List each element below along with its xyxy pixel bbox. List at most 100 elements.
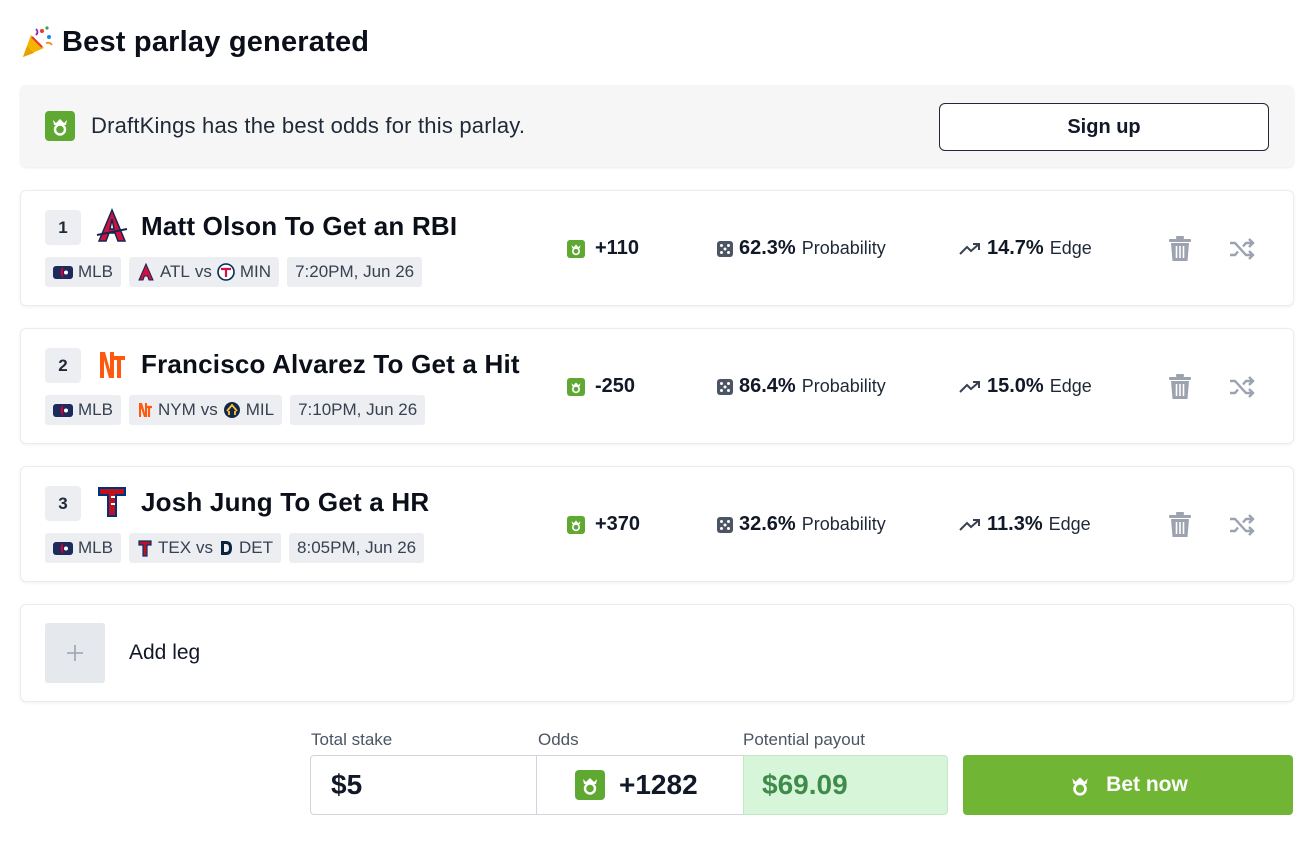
delete-leg-button[interactable]	[1162, 369, 1198, 405]
league-chip: MLB	[45, 395, 121, 425]
league-chip: MLB	[45, 533, 121, 563]
leg-title: Matt Olson To Get an RBI	[141, 211, 458, 241]
shuffle-leg-button[interactable]	[1224, 507, 1260, 543]
edge-value: 14.7%	[987, 237, 1044, 259]
draftkings-logo-icon	[567, 239, 585, 258]
edge-label: Edge	[1049, 238, 1092, 258]
parlay-leg: 3 Josh Jung To Get a HR MLB TEX vs DET 8…	[20, 466, 1294, 582]
shuffle-leg-button[interactable]	[1224, 369, 1260, 405]
party-popper-icon	[23, 26, 53, 57]
matchup-chip: NYM vs MIL	[128, 395, 283, 425]
bet-now-button[interactable]: Bet now	[963, 755, 1293, 815]
payout-label: Potential payout	[743, 730, 865, 749]
delete-leg-button[interactable]	[1162, 231, 1198, 267]
odds-value: -250	[595, 375, 636, 397]
draftkings-logo-icon	[45, 111, 75, 141]
home-team: TEX	[157, 538, 192, 557]
parlay-leg: 2 Francisco Alvarez To Get a Hit MLB NYM…	[20, 328, 1294, 444]
draftkings-logo-icon	[575, 770, 605, 800]
probability-label: Probability	[801, 376, 886, 396]
vs-label: vs	[196, 538, 214, 557]
vs-label: vs	[200, 400, 218, 419]
trending-up-icon	[959, 518, 980, 531]
leg-odds: +110	[567, 237, 639, 260]
game-time-chip: 7:10PM, Jun 26	[290, 395, 426, 425]
matchup-chip: TEX vs DET	[128, 533, 282, 563]
leg-number: 3	[45, 486, 81, 521]
rangers-logo-icon	[138, 540, 152, 557]
leg-odds: -250	[567, 375, 635, 398]
dice-icon	[717, 378, 733, 395]
draftkings-crown-icon	[1072, 777, 1088, 796]
league-chip: MLB	[45, 257, 121, 287]
sign-up-button[interactable]: Sign up	[939, 103, 1269, 151]
probability-value: 32.6%	[739, 513, 796, 535]
mlb-logo-icon	[53, 541, 73, 555]
shuffle-leg-button[interactable]	[1224, 231, 1260, 267]
shuffle-icon	[1230, 376, 1255, 398]
dice-icon	[717, 516, 733, 533]
leg-edge: 11.3% Edge	[959, 513, 1091, 536]
trending-up-icon	[959, 380, 980, 393]
game-time-chip: 8:05PM, Jun 26	[289, 533, 425, 563]
vs-label: vs	[194, 262, 212, 281]
edge-value: 15.0%	[987, 375, 1044, 397]
leg-edge: 15.0% Edge	[959, 375, 1092, 398]
potential-payout: $69.09	[743, 755, 948, 815]
leg-number: 1	[45, 210, 81, 245]
add-leg-button[interactable]: Add leg	[20, 604, 1294, 702]
stake-input[interactable]	[311, 756, 536, 814]
leg-number: 2	[45, 348, 81, 383]
leg-title: Josh Jung To Get a HR	[141, 487, 430, 517]
odds-label: Odds	[538, 730, 579, 749]
home-team: ATL	[159, 262, 190, 281]
total-odds-value: +1282	[619, 769, 698, 800]
leg-title: Francisco Alvarez To Get a Hit	[141, 349, 520, 379]
trash-icon	[1169, 512, 1191, 537]
league-label: MLB	[78, 400, 113, 419]
parlay-leg: 1 Matt Olson To Get an RBI MLB ATL vs MI…	[20, 190, 1294, 306]
shuffle-icon	[1230, 514, 1255, 536]
bet-now-label: Bet now	[1106, 773, 1188, 796]
delete-leg-button[interactable]	[1162, 507, 1198, 543]
brewers-logo-icon	[223, 402, 240, 418]
rangers-logo	[98, 487, 126, 517]
probability-label: Probability	[801, 238, 886, 258]
braves-logo-icon	[138, 263, 154, 281]
plus-icon	[67, 645, 83, 661]
away-team: MIL	[245, 400, 275, 419]
stake-label: Total stake	[311, 730, 393, 749]
payout-value: $69.09	[762, 769, 848, 800]
draftkings-logo-icon	[567, 515, 585, 534]
odds-value: +110	[595, 237, 639, 259]
draftkings-logo-icon	[567, 377, 585, 396]
mlb-logo-icon	[53, 265, 73, 279]
stake-field[interactable]	[310, 755, 537, 815]
tigers-logo-icon	[221, 541, 233, 555]
leg-probability: 32.6% Probability	[717, 513, 886, 536]
braves-logo	[96, 208, 128, 242]
add-leg-label: Add leg	[129, 641, 201, 664]
edge-label: Edge	[1049, 376, 1092, 396]
probability-value: 86.4%	[739, 375, 796, 397]
game-time-chip: 7:20PM, Jun 26	[287, 257, 423, 287]
trash-icon	[1169, 374, 1191, 399]
dice-icon	[717, 240, 733, 257]
probability-label: Probability	[801, 514, 886, 534]
total-odds: +1282	[536, 755, 744, 815]
away-team: DET	[239, 538, 274, 557]
home-team: NYM	[157, 400, 196, 419]
leg-edge: 14.7% Edge	[959, 237, 1092, 260]
best-odds-banner: DraftKings has the best odds for this pa…	[20, 85, 1294, 167]
banner-text: DraftKings has the best odds for this pa…	[91, 113, 526, 138]
probability-value: 62.3%	[739, 237, 796, 259]
trash-icon	[1169, 236, 1191, 261]
mets-logo-icon	[138, 403, 152, 417]
add-leg-box[interactable]	[45, 623, 105, 683]
leg-probability: 62.3% Probability	[717, 237, 886, 260]
matchup-chip: ATL vs MIN	[128, 257, 280, 287]
twins-logo-icon	[217, 263, 235, 281]
leg-probability: 86.4% Probability	[717, 375, 886, 398]
leg-odds: +370	[567, 513, 640, 536]
mets-logo	[100, 352, 125, 378]
